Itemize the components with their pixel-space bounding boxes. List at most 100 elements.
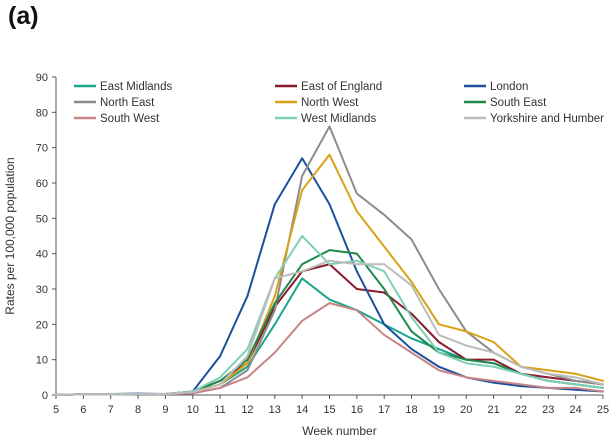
data-point: [219, 376, 222, 379]
legend-label: Yorkshire and Humber: [490, 113, 604, 125]
x-tick-label: 23: [542, 404, 554, 416]
data-point: [438, 334, 440, 336]
x-tick-label: 5: [53, 404, 59, 416]
data-point: [246, 358, 249, 361]
series-north-west: [55, 153, 604, 396]
data-point: [410, 312, 413, 315]
series-west-midlands: [55, 235, 604, 396]
data-point: [328, 259, 331, 262]
y-tick-label: 30: [36, 284, 48, 296]
x-tick-label: 20: [460, 404, 472, 416]
data-point: [383, 291, 386, 294]
x-tick-label: 16: [351, 404, 363, 416]
data-point: [492, 379, 495, 382]
data-point: [301, 270, 304, 273]
data-point: [383, 288, 386, 290]
x-tick-label: 25: [597, 404, 609, 416]
data-point: [438, 369, 440, 372]
data-point: [410, 316, 413, 319]
data-point: [438, 288, 440, 290]
data-point: [520, 372, 522, 375]
data-point: [328, 298, 331, 301]
data-point: [410, 337, 413, 340]
legend-label: East of England: [301, 81, 382, 93]
data-point: [301, 157, 304, 160]
data-point: [246, 355, 249, 358]
data-point: [273, 351, 276, 354]
data-point: [328, 263, 331, 266]
data-point: [355, 309, 358, 312]
legend-label: South West: [100, 113, 160, 125]
panel-label: (a): [8, 2, 39, 30]
x-tick-label: 11: [214, 404, 225, 416]
data-point: [438, 351, 440, 354]
data-point: [520, 365, 522, 368]
legend-item: East of England: [275, 81, 382, 93]
data-point: [273, 323, 276, 326]
data-point: [328, 302, 331, 305]
legend-item: London: [464, 81, 528, 93]
y-tick-label: 70: [36, 143, 48, 155]
y-tick-label: 90: [36, 72, 48, 84]
data-point: [355, 252, 358, 255]
data-point: [602, 379, 604, 382]
chart-legend: East Midlands East of England London North …: [74, 81, 604, 125]
data-point: [328, 249, 331, 252]
data-point: [574, 387, 577, 389]
data-point: [355, 288, 358, 290]
data-point: [383, 245, 386, 248]
x-tick-label: 8: [135, 404, 141, 416]
x-tick-label: 17: [378, 404, 390, 416]
data-point: [574, 379, 577, 382]
legend-label: West Midlands: [301, 113, 376, 125]
chart-series: [55, 125, 604, 396]
y-tick-label: 10: [36, 355, 48, 367]
data-point: [246, 295, 249, 297]
legend-label: North East: [100, 97, 155, 109]
series-london: [55, 157, 604, 396]
data-point: [438, 341, 440, 343]
series-yorkshire-and-humber: [55, 259, 604, 396]
x-tick-label: 14: [296, 404, 308, 416]
data-point: [410, 281, 413, 283]
data-point: [438, 323, 440, 326]
data-point: [465, 362, 468, 365]
data-point: [492, 341, 495, 343]
series-line: [55, 277, 604, 396]
data-point: [383, 270, 386, 273]
legend-label: East Midlands: [100, 81, 172, 93]
data-point: [438, 365, 440, 368]
data-point: [328, 125, 331, 128]
legend-label: North West: [301, 97, 359, 109]
data-point: [355, 263, 358, 266]
data-point: [219, 383, 222, 386]
data-point: [191, 391, 194, 394]
legend-item: South West: [74, 113, 160, 125]
data-point: [355, 210, 358, 213]
x-tick-label: 7: [108, 404, 114, 416]
data-point: [246, 348, 249, 350]
chart-axes: 0 10 20 30 40 50 60 70 80 90 5 6 7 8 9 10 11 12 13 14 15 16 17…: [36, 72, 609, 416]
data-point: [82, 393, 85, 396]
x-tick-label: 12: [241, 404, 253, 416]
data-point: [465, 344, 468, 347]
legend-item: West Midlands: [275, 113, 376, 125]
data-point: [602, 383, 604, 386]
data-point: [410, 284, 413, 287]
x-tick-label: 6: [80, 404, 86, 416]
data-point: [273, 277, 276, 280]
data-point: [520, 385, 522, 388]
legend-item: South East: [464, 97, 547, 109]
data-point: [219, 387, 222, 389]
data-point: [137, 393, 139, 395]
data-point: [355, 259, 358, 262]
data-point: [301, 277, 304, 280]
data-point: [492, 381, 495, 384]
legend-item: North East: [74, 97, 155, 109]
data-point: [547, 387, 550, 389]
series-east-midlands: [55, 277, 604, 396]
y-tick-label: 60: [36, 178, 48, 190]
data-point: [492, 362, 495, 365]
data-point: [273, 302, 276, 305]
